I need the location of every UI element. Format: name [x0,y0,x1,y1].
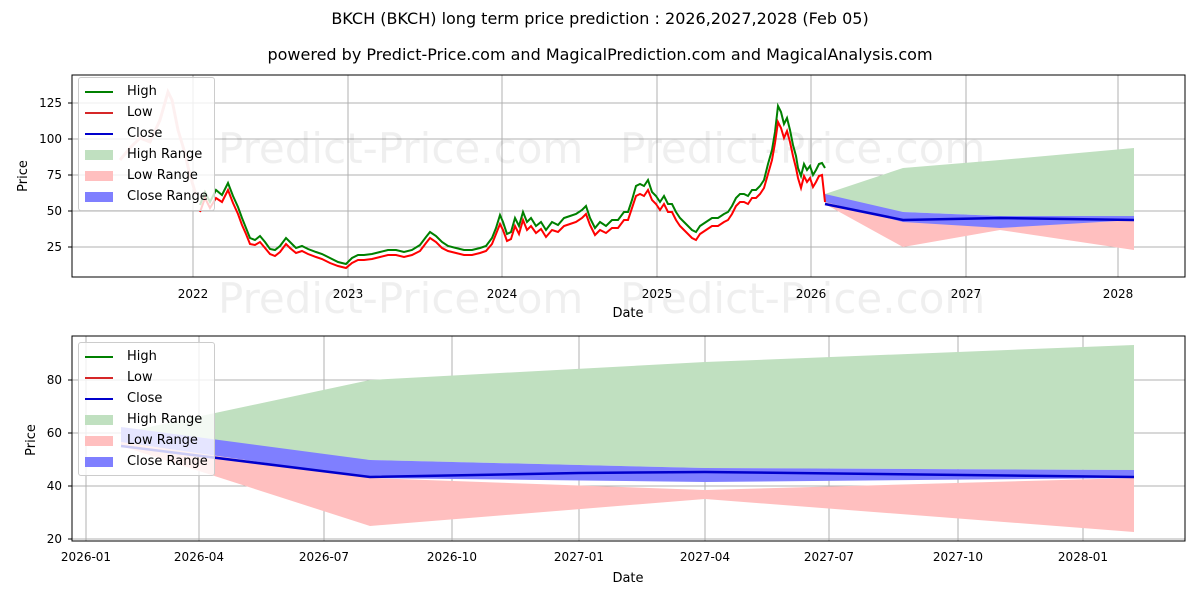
high-range-area [825,148,1134,216]
top-legend: High Low Close High Range Low Range Clos… [78,77,215,211]
close-forecast-line [824,202,1135,222]
top-chart: Predict-Price.com Predict-Price.com Pred… [16,74,1186,323]
svg-text:2028-01: 2028-01 [1058,550,1108,564]
close-forecast-line [120,444,1135,479]
high-swatch [85,90,113,93]
legend-item-high-range: High Range [85,144,208,165]
svg-text:2026: 2026 [796,287,827,301]
svg-text:50: 50 [47,204,62,218]
high-range-swatch [85,414,113,425]
top-x-axis-label: Date [612,306,643,321]
high-range-area [121,345,1134,470]
svg-text:2027: 2027 [951,287,982,301]
bottom-x-axis-label: Date [612,571,643,586]
low-swatch [85,111,113,114]
legend-item-low: Low [85,102,208,123]
top-y-axis-label: Price [16,160,31,192]
svg-text:2026-07: 2026-07 [299,550,349,564]
close-range-swatch [85,191,113,202]
close-swatch [85,132,113,135]
bottom-y-tickmarks [68,379,72,540]
legend-item-close-range: Close Range [85,186,208,207]
watermark: Predict-Price.com [218,124,583,173]
legend-item-high-range: High Range [85,409,208,430]
top-y-ticks: 25 50 75 100 125 [39,96,62,254]
top-y-tickmarks [68,102,72,248]
bottom-y-ticks: 20 40 60 80 [47,373,62,546]
close-range-area [121,427,1134,482]
svg-text:2027-10: 2027-10 [933,550,983,564]
close-swatch [85,397,113,400]
svg-text:80: 80 [47,373,62,387]
bottom-y-axis-label: Price [24,424,39,456]
low-range-area [121,442,1134,532]
svg-text:2025: 2025 [642,287,673,301]
svg-text:100: 100 [39,132,62,146]
watermark: Predict-Price.com [620,124,985,173]
svg-text:2024: 2024 [487,287,518,301]
svg-text:2022: 2022 [178,287,209,301]
high-swatch [85,355,113,358]
svg-text:2026-10: 2026-10 [427,550,477,564]
svg-text:60: 60 [47,426,62,440]
low-range-swatch [85,170,113,181]
bottom-chart: Predict-Price.com Predict-Price.com 20 4… [24,335,1186,586]
svg-text:2027-01: 2027-01 [554,550,604,564]
legend-item-close: Close [85,388,208,409]
legend-item-low: Low [85,367,208,388]
low-range-swatch [85,435,113,446]
legend-item-low-range: Low Range [85,430,208,451]
svg-text:2027-04: 2027-04 [680,550,730,564]
legend-item-high: High [85,81,208,102]
chart-subtitle: powered by Predict-Price.com and Magical… [267,45,933,64]
svg-text:2023: 2023 [333,287,364,301]
low-swatch [85,376,113,379]
svg-text:2027-07: 2027-07 [804,550,854,564]
high-line [199,102,826,266]
svg-text:25: 25 [47,240,62,254]
legend-item-close-range: Close Range [85,451,208,472]
legend-item-high: High [85,346,208,367]
svg-text:2026-04: 2026-04 [174,550,224,564]
svg-text:20: 20 [47,532,62,546]
bottom-legend: High Low Close High Range Low Range Clos… [78,342,215,476]
svg-text:2028: 2028 [1103,287,1134,301]
low-line [199,118,826,270]
top-axes-frame [71,74,1186,278]
bottom-x-ticks: 2026-01 2026-04 2026-07 2026-10 2027-01 … [61,550,1108,564]
svg-text:2026-01: 2026-01 [61,550,111,564]
high-range-swatch [85,149,113,160]
svg-text:40: 40 [47,479,62,493]
close-range-swatch [85,456,113,467]
watermark: Predict-Price.com [218,274,583,323]
legend-item-close: Close [85,123,208,144]
bottom-axes-frame [71,335,1186,542]
legend-item-low-range: Low Range [85,165,208,186]
chart-title: BKCH (BKCH) long term price prediction :… [331,9,869,28]
svg-text:125: 125 [39,96,62,110]
watermark: Predict-Price.com [620,274,985,323]
top-x-ticks: 2022 2023 2024 2025 2026 2027 2028 [178,287,1134,301]
svg-text:75: 75 [47,168,62,182]
